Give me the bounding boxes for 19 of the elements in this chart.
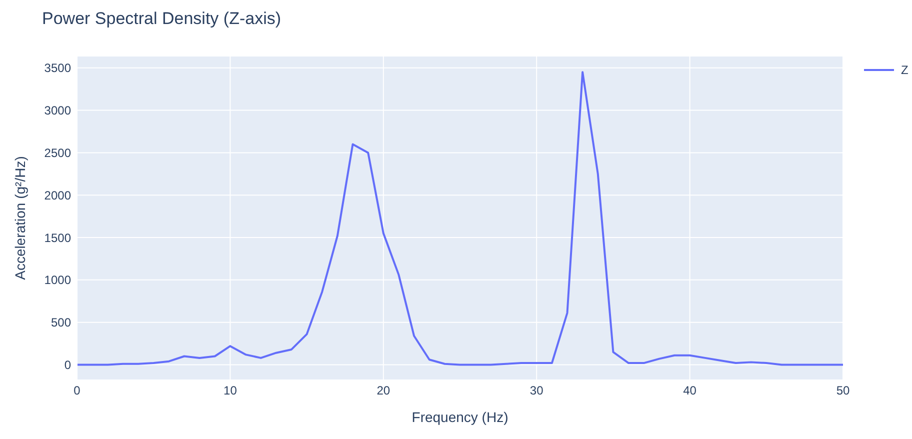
legend-label: Z (901, 63, 908, 77)
y-tick-label: 1000 (44, 273, 72, 288)
x-tick-label: 30 (530, 384, 544, 398)
x-axis-title: Frequency (Hz) (410, 409, 510, 425)
chart-title: Power Spectral Density (Z-axis) (42, 9, 282, 29)
x-tick-label: 20 (376, 384, 390, 398)
x-tick-label: 0 (74, 384, 81, 398)
y-axis-title: Acceleration (g²/Hz) (12, 156, 28, 280)
y-tick-label: 2500 (44, 146, 72, 160)
y-tick-label: 0 (64, 358, 72, 372)
x-tick-label: 40 (683, 384, 697, 398)
y-tick-label: 1500 (44, 230, 72, 245)
y-tick-label: 3000 (44, 104, 72, 118)
x-tick-label: 10 (224, 384, 238, 398)
y-tick-label: 3500 (44, 61, 72, 76)
y-tick-label: 2000 (44, 188, 72, 202)
x-tick-label: 50 (836, 384, 850, 398)
y-tick-label: 500 (50, 316, 72, 330)
line-series (77, 71, 843, 366)
